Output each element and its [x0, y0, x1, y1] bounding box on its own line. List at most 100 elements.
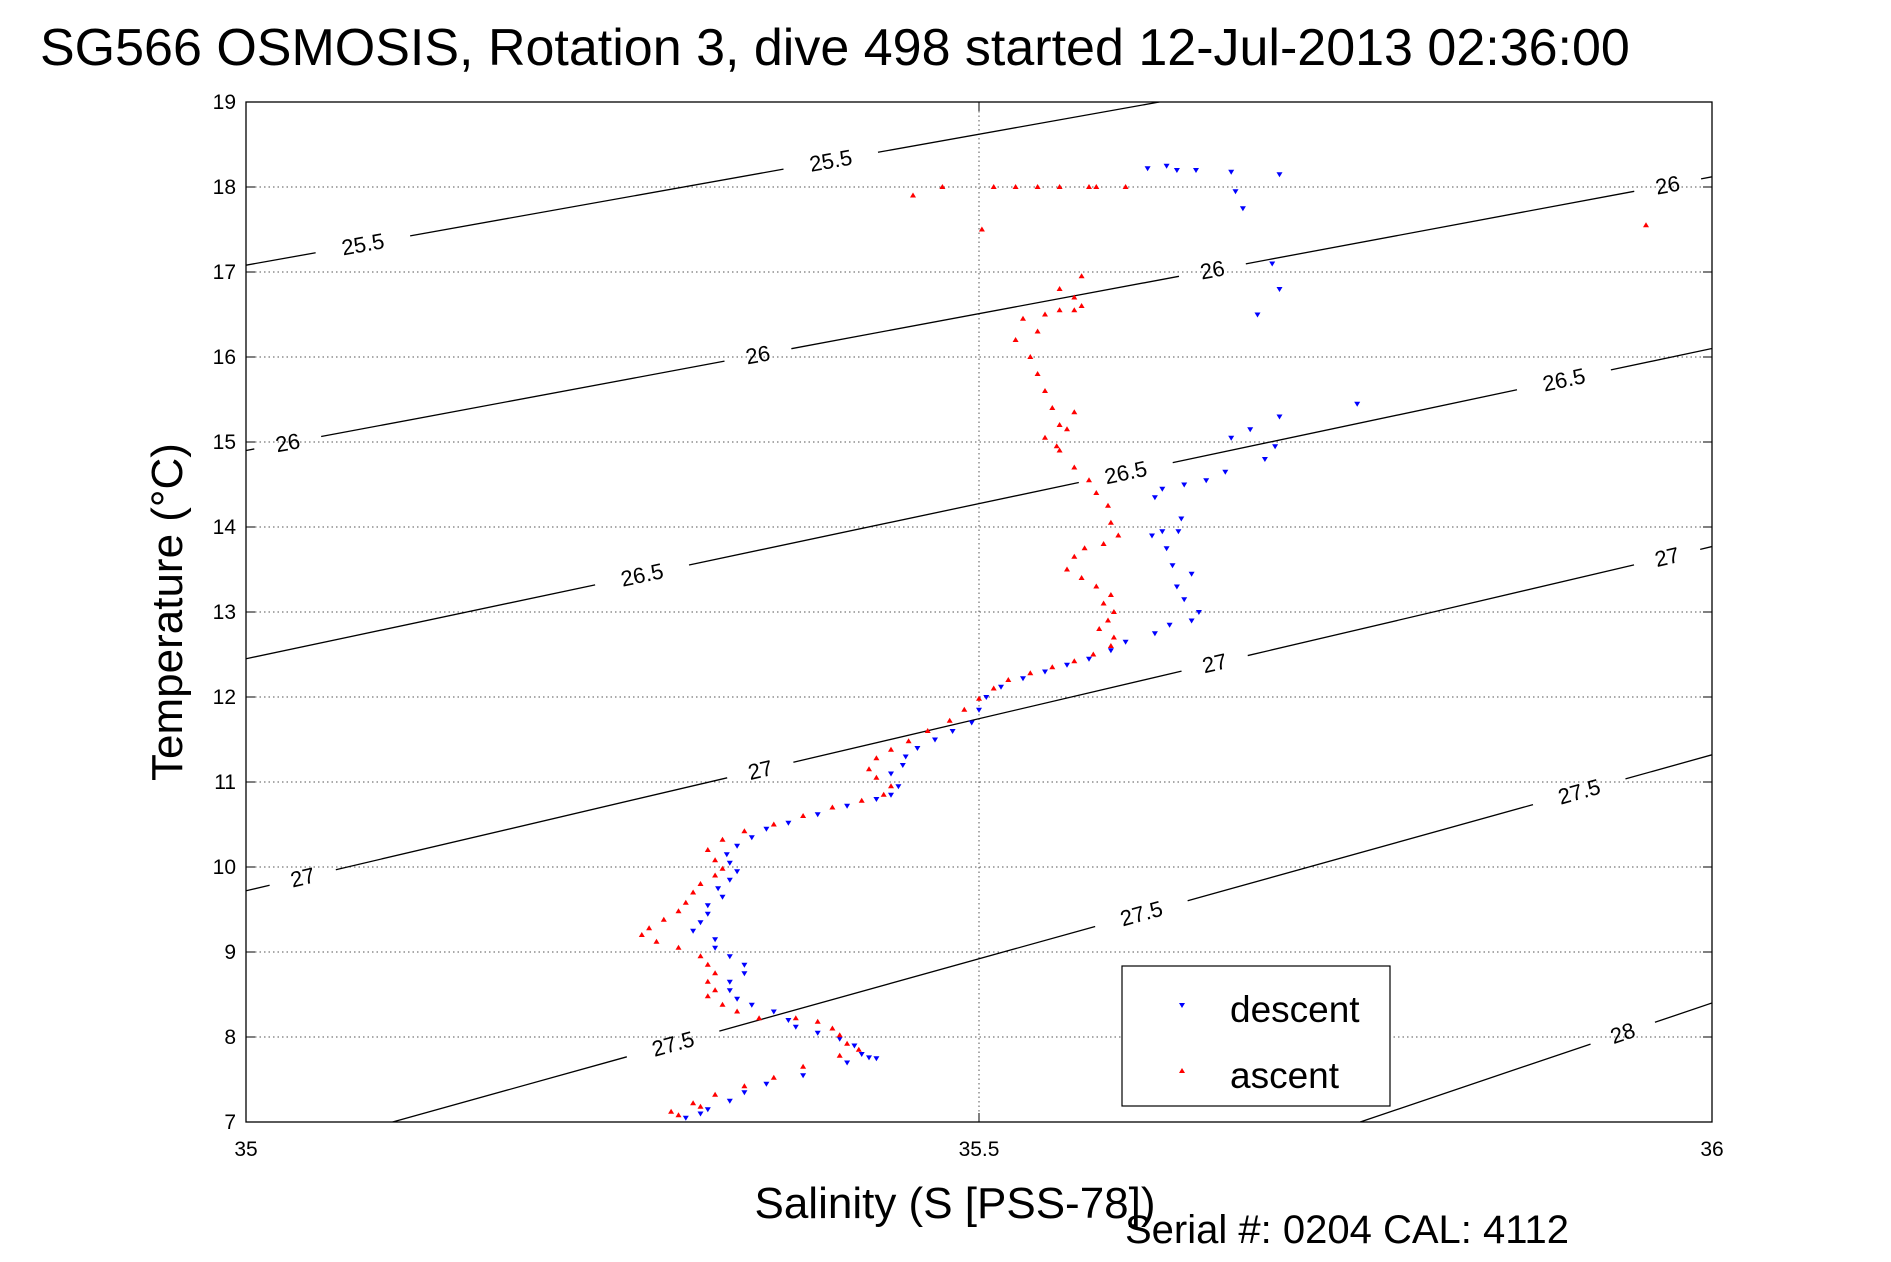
ascent-point — [770, 1074, 777, 1080]
descent-point — [723, 852, 730, 858]
descent-point — [968, 720, 975, 726]
grid-lines — [246, 102, 1712, 1122]
ascent-point — [675, 944, 682, 950]
legend-label-descent: descent — [1230, 989, 1360, 1030]
density-contour-line — [1359, 1043, 1591, 1122]
density-contour-label: 27 — [288, 863, 318, 893]
descent-point — [697, 920, 704, 926]
descent-point — [1042, 669, 1048, 675]
density-contour-line — [1247, 564, 1635, 657]
ascent-point — [1078, 303, 1085, 308]
density-contour-line — [246, 884, 270, 892]
x-tick-label: 35.5 — [959, 1138, 1000, 1161]
descent-point — [873, 1056, 880, 1062]
descent-point — [1163, 546, 1170, 552]
descent-point — [1159, 529, 1166, 535]
y-tick-label: 17 — [213, 261, 236, 284]
legend-box — [1121, 965, 1391, 1107]
ascent-point — [844, 1040, 851, 1046]
ascent-point — [653, 938, 660, 944]
ascent-point — [712, 987, 719, 993]
density-contour-line — [321, 360, 725, 438]
serial-calibration-note: Serial #: 0204 CAL: 4112 — [1125, 1208, 1570, 1252]
ascent-point — [946, 717, 953, 723]
descent-point — [1276, 287, 1283, 292]
axis-ticks — [245, 101, 1713, 1123]
density-contour-line — [688, 481, 1079, 566]
legend-marker-ascent — [1179, 1068, 1185, 1073]
x-tick-label: 35 — [234, 1138, 257, 1161]
legend-marker-descent — [1179, 1003, 1185, 1008]
x-axis-label: Salinity (S [PSS-78]) — [754, 1179, 1155, 1228]
descent-point — [1173, 584, 1180, 590]
descent-point — [895, 784, 902, 790]
descent-point — [741, 962, 748, 968]
descent-point — [682, 1115, 689, 1121]
ascent-point — [690, 1100, 697, 1106]
ascent-point — [1056, 422, 1063, 427]
density-contour-line — [877, 102, 1160, 153]
density-contour-line — [1172, 389, 1518, 464]
ascent-point — [660, 916, 667, 922]
ascent-point — [866, 766, 872, 772]
descent-point — [888, 771, 894, 777]
ascent-point — [682, 899, 689, 905]
descent-point — [873, 797, 880, 802]
descent-point — [785, 820, 792, 826]
ascent-point — [697, 953, 704, 959]
ascent-point — [1042, 388, 1048, 393]
descent-point — [1247, 427, 1254, 433]
y-axis-label: Temperature (°C) — [143, 443, 192, 781]
ascent-point — [704, 847, 711, 852]
ascent-point — [1110, 609, 1117, 614]
chart-title: SG566 OSMOSIS, Rotation 3, dive 498 star… — [40, 19, 1630, 77]
descent-point — [866, 1055, 872, 1061]
descent-point — [899, 763, 906, 768]
density-contour-line — [392, 1056, 628, 1122]
ascent-point — [976, 695, 982, 701]
descent-point — [902, 754, 909, 760]
ascent-point — [905, 738, 912, 744]
ascent-point — [719, 836, 726, 842]
descent-point — [914, 746, 921, 751]
ascent-point — [1064, 426, 1070, 432]
ascent-point — [734, 1008, 741, 1014]
descent-point — [932, 737, 938, 743]
ascent-point — [1034, 184, 1041, 189]
data-series — [638, 163, 1649, 1121]
ascent-point — [1034, 328, 1041, 334]
descent-point — [792, 1024, 799, 1030]
y-tick-label: 12 — [213, 686, 236, 709]
density-contour-label: 27 — [1200, 648, 1230, 678]
descent-point — [1276, 172, 1283, 178]
ascent-point — [1012, 184, 1019, 189]
ascent-point — [638, 932, 645, 937]
ascent-point — [1107, 592, 1114, 597]
ascent-point — [1100, 541, 1107, 546]
ascent-point — [814, 1018, 821, 1024]
descent-point — [1222, 469, 1229, 475]
descent-point — [763, 1081, 770, 1087]
ascent-point — [858, 797, 865, 803]
descent-point — [1020, 676, 1026, 682]
descent-point — [1175, 529, 1182, 535]
descent-point — [1181, 482, 1188, 488]
ascent-point — [697, 881, 704, 886]
descent-point — [1195, 610, 1202, 615]
density-contour-label: 26 — [1198, 256, 1227, 285]
ascent-point — [829, 804, 836, 810]
descent-point — [1269, 261, 1276, 267]
ascent-point — [719, 865, 726, 871]
density-contour-label: 26 — [1653, 171, 1682, 200]
density-contour-line — [1245, 190, 1635, 265]
density-contour-line — [335, 777, 728, 871]
ascent-point — [1056, 307, 1063, 313]
ascent-point — [690, 889, 697, 895]
x-tick-label: 36 — [1700, 1138, 1723, 1161]
descent-point — [712, 945, 719, 951]
ascent-point — [1034, 371, 1041, 376]
ascent-point — [1110, 634, 1117, 640]
ascent-point — [873, 774, 880, 780]
y-tick-label: 8 — [224, 1026, 236, 1049]
